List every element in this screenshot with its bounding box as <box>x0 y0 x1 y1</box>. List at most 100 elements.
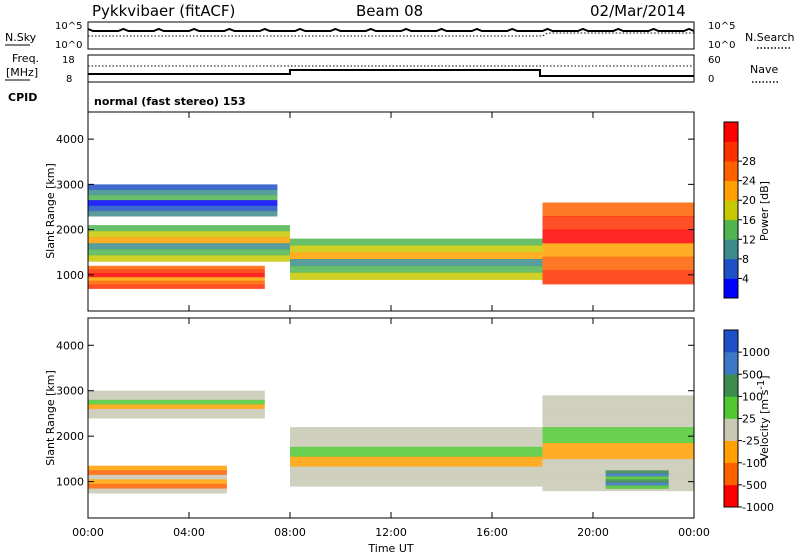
heatmap-cell <box>88 395 265 401</box>
heatmap-cell <box>605 485 669 489</box>
heatmap-band <box>88 184 278 217</box>
velocity-colorbar-label-suffix: ] <box>758 375 771 379</box>
colorbar-swatch <box>724 418 738 441</box>
freq-label-line1: Freq. <box>12 52 39 65</box>
heatmap-band <box>88 390 265 419</box>
y-tick-label: 3000 <box>56 385 84 398</box>
colorbar-tick-label: 24 <box>742 175 756 188</box>
heatmap-cell <box>88 488 227 494</box>
heatmap-cell <box>88 404 265 410</box>
nave-tick-bottom: 0 <box>708 74 714 85</box>
time-axis-label: Time UT <box>367 542 413 554</box>
heatmap-cell <box>88 243 290 250</box>
colorbar-tick-label: 16 <box>742 214 756 227</box>
heatmap-band <box>88 225 290 262</box>
colorbar-swatch <box>724 462 738 486</box>
nave-tick-top: 60 <box>708 55 721 66</box>
heatmap-cell <box>605 476 669 480</box>
heatmap-cell <box>605 482 669 486</box>
colorbar-tick-label: -1000 <box>742 501 774 514</box>
time-x-ticks: 00:00 04:00 08:00 12:00 16:00 20:00 00:00 <box>72 112 710 539</box>
nsky-label: N.Sky <box>5 31 37 44</box>
heatmap-cell <box>88 399 265 405</box>
colorbar-swatch <box>724 161 738 181</box>
colorbar-tick-label: 25 <box>742 413 756 426</box>
colorbar-swatch <box>724 278 738 299</box>
date-title: 02/Mar/2014 <box>590 2 686 20</box>
heatmap-cell <box>88 237 290 244</box>
heatmap-cell <box>88 194 278 201</box>
nsearch-label: N.Search <box>745 31 795 44</box>
y-tick-label: 2000 <box>56 430 84 443</box>
heatmap-cell <box>88 210 278 217</box>
heatmap-cell <box>290 476 543 487</box>
heatmap-cell <box>88 184 278 191</box>
velocity-colorbar-label: Velocity [m s-1] <box>756 375 771 460</box>
heatmap-cell <box>290 259 543 267</box>
heatmap-cell <box>88 479 227 485</box>
heatmap-cell <box>88 390 265 396</box>
colorbar-swatch <box>724 352 738 375</box>
heatmap-cell <box>88 413 265 419</box>
colorbar-tick-label: 100 <box>742 390 763 403</box>
freq-panel <box>87 54 695 83</box>
colorbar-tick-label: 20 <box>742 194 756 207</box>
heatmap-cell <box>88 255 290 262</box>
power-y-ticks: 1000 2000 3000 4000 <box>56 133 694 282</box>
heatmap-cell <box>290 436 543 448</box>
heatmap-cell <box>605 479 669 483</box>
heatmap-cell <box>542 243 694 258</box>
velocity-colorbar: 1000 500 100 25 -25 -100 -500 -1000 <box>723 329 774 514</box>
colorbar-swatch <box>724 258 738 279</box>
colorbar-swatch <box>724 219 738 240</box>
power-heatmap-bands <box>88 184 694 289</box>
colorbar-tick-label: 500 <box>742 368 763 381</box>
heatmap-band <box>88 465 227 494</box>
y-tick-label: 2000 <box>56 224 84 237</box>
velocity-y-ticks: 1000 2000 3000 4000 <box>56 339 694 489</box>
heatmap-cell <box>88 483 227 489</box>
nsearch-tick-top: 10^5 <box>708 21 735 32</box>
nsearch-tick-bottom: 10^0 <box>708 40 735 51</box>
heatmap-cell <box>290 272 543 280</box>
heatmap-cell <box>542 443 694 460</box>
heatmap-cell <box>542 411 694 428</box>
colorbar-swatch <box>724 141 738 162</box>
heatmap-cell <box>290 238 543 246</box>
heatmap-band <box>88 265 265 289</box>
velocity-heatmap-bands <box>88 390 694 494</box>
heatmap-cell <box>542 256 694 271</box>
heatmap-cell <box>542 216 694 231</box>
colorbar-tick-label: -25 <box>742 435 760 448</box>
colorbar-tick-label: 4 <box>742 272 749 285</box>
colorbar-swatch <box>724 200 738 221</box>
nsky-tick-top: 10^5 <box>55 21 82 32</box>
cpid-text: normal (fast stereo) 153 <box>94 95 246 108</box>
heatmap-cell <box>88 249 290 256</box>
heatmap-band <box>542 202 694 285</box>
nsky-trace <box>87 27 695 32</box>
heatmap-cell <box>88 200 278 206</box>
nave-label: Nave <box>750 63 778 76</box>
x-tick-label: 20:00 <box>577 526 609 539</box>
heatmap-cell <box>88 269 265 274</box>
heatmap-cell <box>88 231 290 238</box>
heatmap-cell <box>605 473 669 477</box>
power-colorbar-label: Power [dB] <box>758 181 771 241</box>
x-tick-label: 08:00 <box>274 526 306 539</box>
heatmap-cell <box>88 465 227 471</box>
nsky-panel <box>87 21 695 50</box>
freq-label-line2: [MHz] <box>6 66 38 79</box>
colorbar-tick-label: 12 <box>742 233 756 246</box>
freq-tick-top: 18 <box>62 55 75 66</box>
freq-tick-bottom: 8 <box>66 74 72 85</box>
x-tick-label: 00:00 <box>72 526 104 539</box>
y-tick-label: 3000 <box>56 178 84 191</box>
heatmap-cell <box>88 277 265 282</box>
heatmap-band <box>290 427 543 487</box>
heatmap-cell <box>542 202 694 217</box>
y-tick-label: 4000 <box>56 339 84 352</box>
heatmap-cell <box>88 470 227 476</box>
heatmap-cell <box>88 265 265 271</box>
y-tick-label: 1000 <box>56 269 84 282</box>
